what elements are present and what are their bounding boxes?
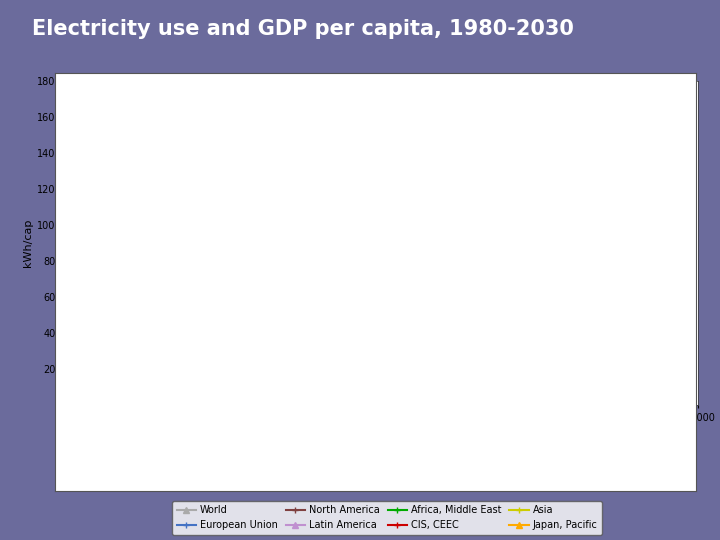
European Union bbox=[346, 298, 354, 304]
Africa, Middle East bbox=[134, 348, 143, 354]
European Union bbox=[370, 292, 379, 299]
Latin America bbox=[184, 366, 192, 372]
North America bbox=[184, 276, 192, 282]
Africa, Middle East bbox=[86, 389, 95, 396]
Line: World: World bbox=[79, 336, 664, 406]
European Union bbox=[408, 283, 416, 289]
North America bbox=[433, 179, 441, 185]
Africa, Middle East bbox=[80, 395, 89, 402]
North America bbox=[544, 146, 553, 153]
Asia bbox=[221, 308, 230, 315]
Japan, Pacific bbox=[395, 234, 404, 241]
Asia bbox=[84, 395, 92, 402]
North America bbox=[669, 114, 678, 120]
CIS, CEEC bbox=[146, 274, 155, 280]
North America bbox=[258, 236, 266, 242]
Line: North America: North America bbox=[185, 114, 676, 282]
Africa, Middle East bbox=[126, 353, 135, 360]
CIS, CEEC bbox=[115, 325, 124, 331]
North America bbox=[607, 130, 616, 137]
North America bbox=[383, 193, 392, 199]
Japan, Pacific bbox=[346, 252, 354, 259]
Japan, Pacific bbox=[246, 294, 254, 300]
Line: CIS, CEEC: CIS, CEEC bbox=[91, 274, 153, 372]
Legend: World, European Union, North America, Latin America, Africa, Middle East, CIS, C: World, European Union, North America, La… bbox=[172, 501, 602, 535]
CIS, CEEC bbox=[90, 366, 99, 372]
Latin America bbox=[158, 375, 167, 381]
CIS, CEEC bbox=[96, 355, 105, 361]
European Union bbox=[595, 240, 603, 246]
Latin America bbox=[258, 339, 266, 345]
Latin America bbox=[233, 348, 242, 354]
Asia bbox=[258, 290, 266, 296]
Line: Japan, Pacific: Japan, Pacific bbox=[160, 193, 652, 354]
Japan, Pacific bbox=[507, 209, 516, 215]
Asia bbox=[134, 366, 143, 372]
X-axis label: $ 99$/cap: $ 99$/cap bbox=[367, 427, 407, 441]
World bbox=[109, 395, 117, 401]
World bbox=[90, 398, 99, 404]
Japan, Pacific bbox=[196, 321, 204, 327]
North America bbox=[283, 225, 292, 232]
Japan, Pacific bbox=[295, 272, 304, 279]
Asia bbox=[184, 330, 192, 336]
European Union bbox=[208, 330, 217, 336]
Japan, Pacific bbox=[570, 200, 578, 207]
Asia bbox=[96, 389, 105, 396]
Africa, Middle East bbox=[94, 382, 102, 388]
Japan, Pacific bbox=[445, 222, 454, 228]
World bbox=[78, 400, 86, 407]
Line: Latin America: Latin America bbox=[91, 339, 265, 402]
CIS, CEEC bbox=[140, 279, 148, 286]
European Union bbox=[532, 252, 541, 259]
North America bbox=[308, 217, 317, 223]
Y-axis label: kWh/cap: kWh/cap bbox=[23, 219, 33, 267]
Asia bbox=[78, 399, 86, 406]
Asia bbox=[158, 348, 167, 354]
World bbox=[445, 353, 454, 360]
CIS, CEEC bbox=[127, 299, 136, 306]
World bbox=[221, 379, 230, 385]
Africa, Middle East bbox=[75, 400, 84, 407]
World bbox=[657, 335, 665, 342]
North America bbox=[495, 160, 503, 167]
European Union bbox=[320, 303, 329, 309]
CIS, CEEC bbox=[109, 335, 117, 342]
CIS, CEEC bbox=[121, 312, 130, 318]
Africa, Middle East bbox=[109, 368, 117, 374]
CIS, CEEC bbox=[102, 346, 111, 353]
Text: Electricity use and GDP per capita, 1980-2030: Electricity use and GDP per capita, 1980… bbox=[32, 19, 575, 39]
Line: Africa, Middle East: Africa, Middle East bbox=[76, 348, 140, 406]
Africa, Middle East bbox=[117, 360, 126, 367]
North America bbox=[457, 171, 466, 178]
Latin America bbox=[109, 391, 117, 397]
Japan, Pacific bbox=[158, 348, 167, 354]
North America bbox=[221, 254, 230, 261]
CIS, CEEC bbox=[134, 288, 143, 295]
World bbox=[358, 362, 366, 369]
World bbox=[544, 344, 553, 350]
Latin America bbox=[90, 396, 99, 403]
European Union bbox=[246, 321, 254, 327]
Latin America bbox=[134, 384, 143, 390]
Asia bbox=[73, 401, 82, 407]
North America bbox=[358, 200, 366, 207]
Asia bbox=[115, 379, 124, 385]
European Union bbox=[482, 263, 491, 269]
European Union bbox=[134, 352, 143, 358]
European Union bbox=[445, 272, 454, 279]
Line: European Union: European Union bbox=[135, 240, 601, 357]
European Union bbox=[171, 339, 179, 345]
World bbox=[283, 371, 292, 377]
World bbox=[134, 390, 143, 396]
Line: Asia: Asia bbox=[76, 291, 265, 407]
World bbox=[171, 384, 179, 391]
North America bbox=[408, 186, 416, 192]
Africa, Middle East bbox=[102, 375, 110, 381]
Latin America bbox=[208, 357, 217, 363]
European Union bbox=[283, 312, 292, 318]
North America bbox=[333, 207, 341, 214]
Japan, Pacific bbox=[644, 193, 653, 199]
